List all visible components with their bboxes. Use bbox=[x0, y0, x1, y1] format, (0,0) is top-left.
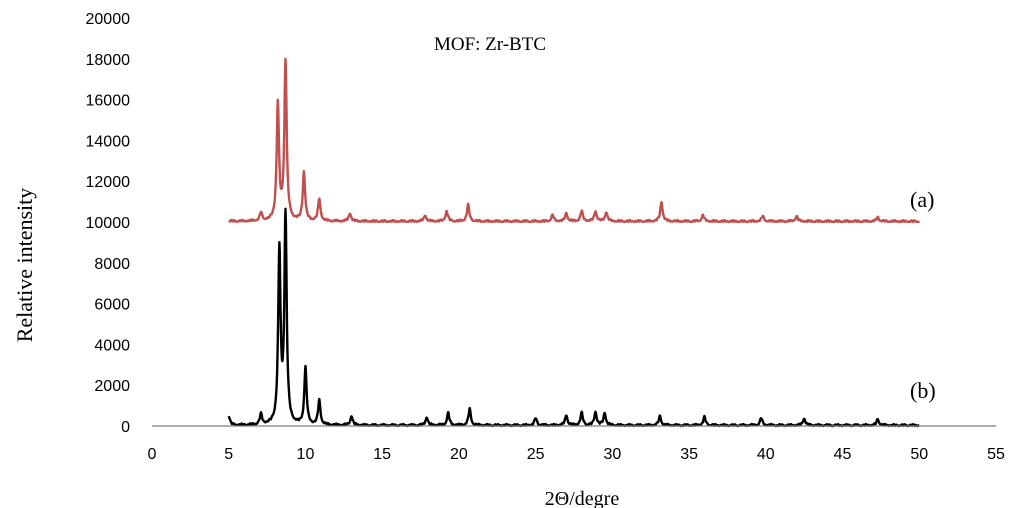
x-tick-label: 10 bbox=[297, 446, 315, 463]
y-tick-label: 18000 bbox=[86, 52, 131, 69]
y-axis-label: Relative intensity bbox=[12, 188, 37, 343]
y-tick-label: 12000 bbox=[86, 174, 131, 191]
x-tick-label: 55 bbox=[987, 446, 1005, 463]
series-a-line bbox=[227, 57, 921, 224]
x-tick-label: 20 bbox=[450, 446, 468, 463]
x-tick-label: 35 bbox=[680, 446, 698, 463]
y-tick-label: 4000 bbox=[94, 337, 130, 354]
y-tick-label: 2000 bbox=[94, 378, 130, 395]
series-label-a: (a) bbox=[910, 187, 934, 212]
x-tick-labels: 0 5 10 15 20 25 30 35 40 45 50 55 bbox=[148, 446, 1005, 463]
y-tick-label: 8000 bbox=[94, 256, 130, 273]
x-tick-label: 40 bbox=[757, 446, 775, 463]
x-tick-label: 25 bbox=[527, 446, 545, 463]
x-tick-label: 5 bbox=[224, 446, 233, 463]
y-tick-label: 0 bbox=[121, 419, 130, 436]
x-axis-label: 2Θ/degre bbox=[545, 488, 620, 508]
x-tick-label: 0 bbox=[148, 446, 157, 463]
y-tick-label: 14000 bbox=[86, 133, 131, 150]
y-tick-labels: 0 2000 4000 6000 8000 10000 12000 14000 16000 180… bbox=[86, 11, 131, 436]
y-tick-label: 20000 bbox=[86, 11, 131, 28]
x-tick-label: 15 bbox=[373, 446, 391, 463]
y-tick-label: 6000 bbox=[94, 297, 130, 314]
series-b-line bbox=[227, 207, 921, 428]
x-tick-label: 30 bbox=[603, 446, 621, 463]
series-label-b: (b) bbox=[910, 378, 936, 403]
x-tick-label: 45 bbox=[834, 446, 852, 463]
x-tick-label: 50 bbox=[910, 446, 928, 463]
series-lines bbox=[227, 57, 921, 428]
chart-title: MOF: Zr-BTC bbox=[434, 34, 546, 55]
y-tick-label: 10000 bbox=[86, 215, 131, 232]
y-tick-label: 16000 bbox=[86, 93, 131, 110]
